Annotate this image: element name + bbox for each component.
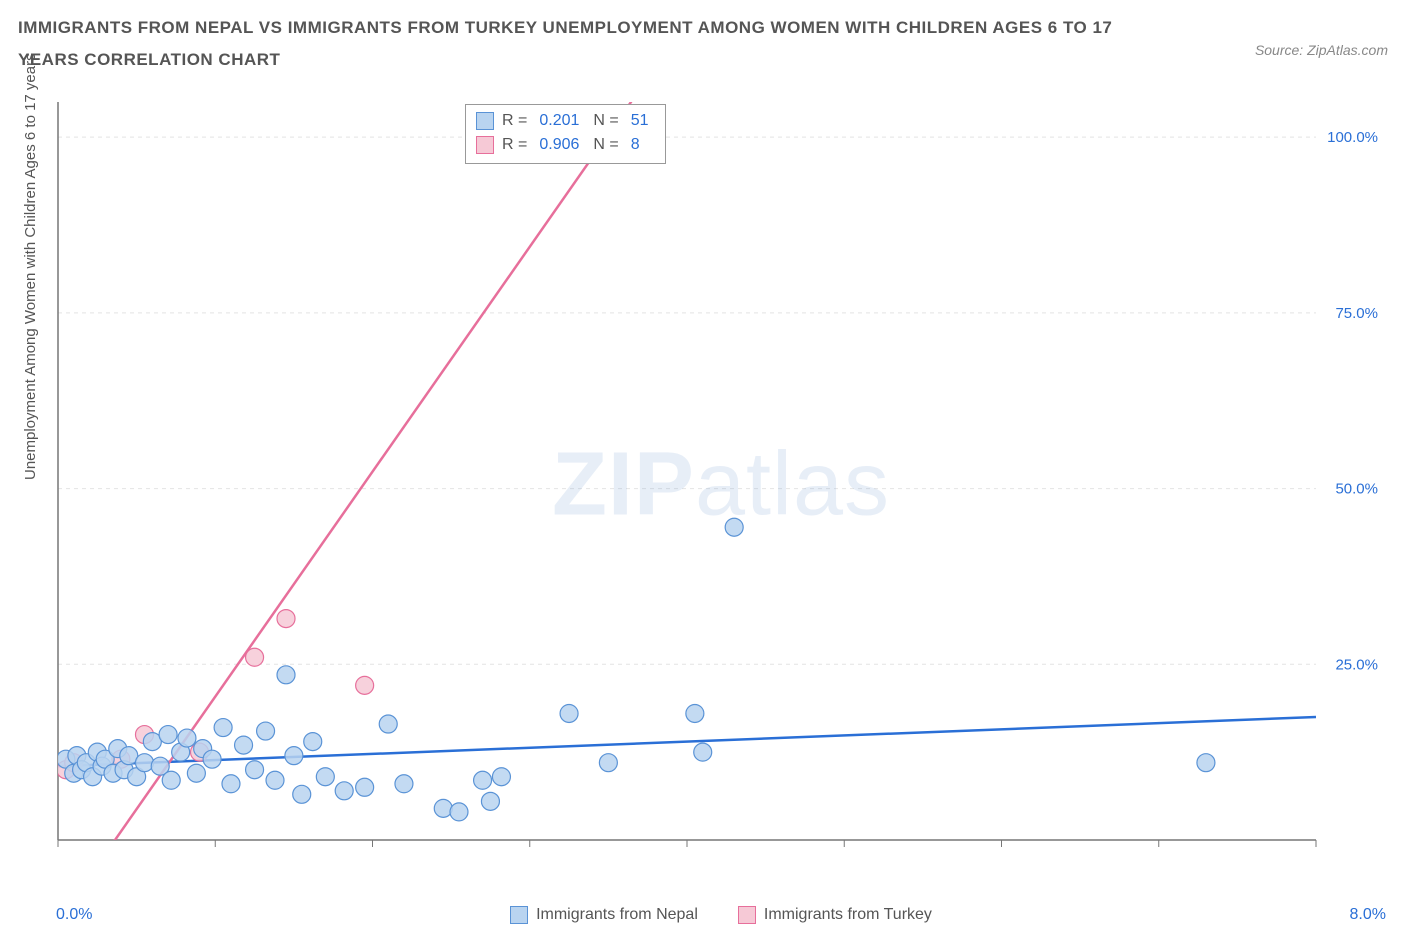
legend-n-label: N = [593, 133, 618, 157]
y-axis-label: Unemployment Among Women with Children A… [22, 53, 39, 480]
legend-r-label: R = [502, 109, 527, 133]
series-legend-label: Immigrants from Turkey [764, 906, 932, 924]
legend-r-value: 0.201 [539, 109, 579, 133]
correlation-legend: R = 0.201 N = 51 R = 0.906 N = 8 [465, 104, 666, 164]
svg-text:100.0%: 100.0% [1327, 129, 1378, 146]
svg-text:50.0%: 50.0% [1335, 481, 1378, 498]
series-legend-label: Immigrants from Nepal [536, 906, 698, 924]
legend-n-value: 8 [631, 133, 640, 157]
svg-text:25.0%: 25.0% [1335, 656, 1378, 673]
series-legend-item: Immigrants from Nepal [510, 906, 698, 924]
chart-area: 25.0%50.0%75.0%100.0% ZIPatlas [56, 100, 1386, 870]
x-axis-min: 0.0% [56, 906, 92, 924]
series-legend: Immigrants from Nepal Immigrants from Tu… [510, 906, 932, 924]
correlation-row: R = 0.201 N = 51 [476, 109, 655, 133]
source-label: Source: ZipAtlas.com [1255, 42, 1388, 58]
legend-swatch [510, 906, 528, 924]
legend-r-value: 0.906 [539, 133, 579, 157]
legend-n-label: N = [593, 109, 618, 133]
legend-r-label: R = [502, 133, 527, 157]
correlation-row: R = 0.906 N = 8 [476, 133, 655, 157]
series-legend-item: Immigrants from Turkey [738, 906, 932, 924]
legend-swatch [476, 112, 494, 130]
x-axis-max: 8.0% [1350, 906, 1386, 924]
legend-n-value: 51 [631, 109, 649, 133]
chart-title: IMMIGRANTS FROM NEPAL VS IMMIGRANTS FROM… [18, 12, 1118, 77]
legend-swatch [738, 906, 756, 924]
legend-swatch [476, 136, 494, 154]
svg-text:75.0%: 75.0% [1335, 305, 1378, 322]
scatter-plot: 25.0% 50.0% 75.0% 100.0% [56, 100, 1386, 870]
